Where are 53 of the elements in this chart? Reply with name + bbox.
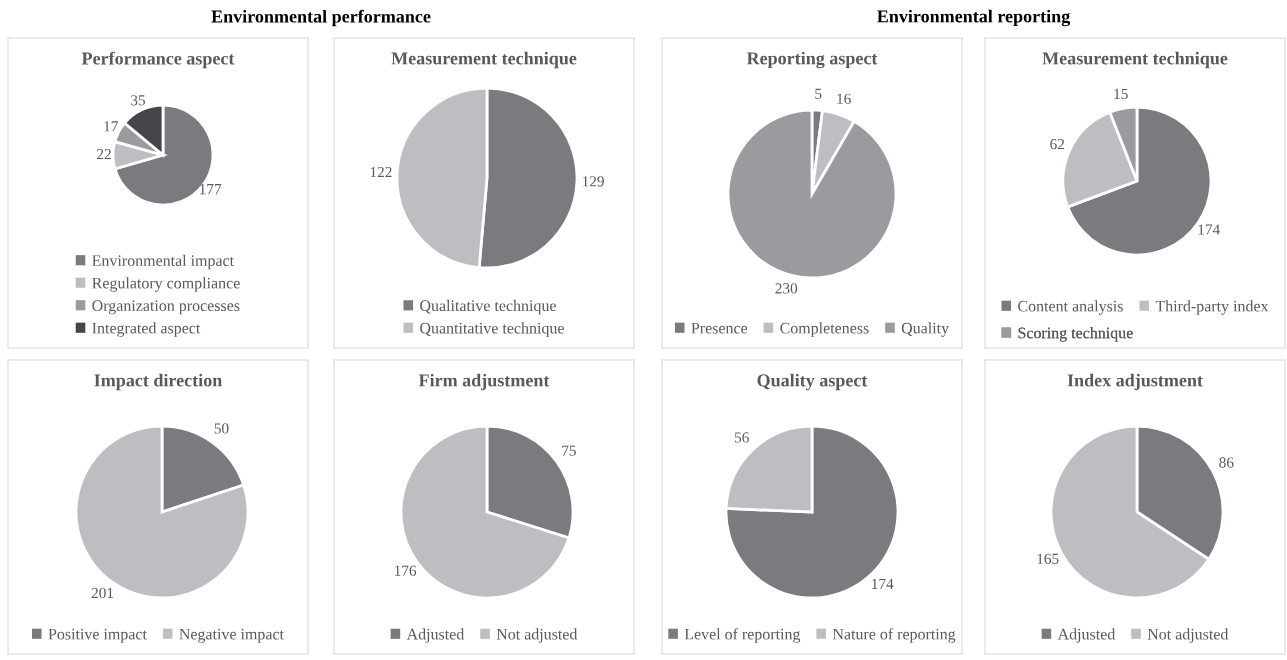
legend-label: Positive impact <box>48 628 147 643</box>
legend-label: Qualitative technique <box>420 299 556 315</box>
data-label: 174 <box>872 578 894 589</box>
legend-label: Scoring technique <box>1018 327 1133 342</box>
legend-label: Integrated aspect <box>92 322 201 337</box>
legend-label: Not adjusted <box>1147 628 1229 643</box>
data-label: 50 <box>214 423 229 434</box>
legend-label: Negative impact <box>179 628 284 643</box>
legend-label: Content analysis <box>1018 300 1123 315</box>
data-label: 86 <box>1219 457 1234 468</box>
chart-title: Measurement technique <box>391 51 577 69</box>
data-label: 62 <box>1050 139 1065 150</box>
pie-slice <box>724 424 900 600</box>
legend-label: Adjusted <box>406 628 465 643</box>
legend-label: Quantitative technique <box>420 322 564 337</box>
legend-label: Quality <box>901 322 950 337</box>
chart-title: Performance aspect <box>81 51 235 69</box>
legend-label: Not adjusted <box>496 628 578 643</box>
legend-label: Level of reporting <box>684 628 801 643</box>
chart-title: Quality aspect <box>757 373 868 391</box>
legend-label: Organization processes <box>92 300 240 315</box>
data-label: 15 <box>1114 88 1128 100</box>
chart-title: Measurement technique <box>1042 51 1228 69</box>
data-label: 16 <box>837 93 851 104</box>
data-label: 122 <box>370 166 392 178</box>
chart-title: Index adjustment <box>1067 373 1203 391</box>
legend-label: Completeness <box>780 322 869 337</box>
legend-label: Environmental impact <box>92 254 234 270</box>
data-label: 201 <box>91 587 114 599</box>
legend-label: Nature of reporting <box>832 628 956 643</box>
data-label: 22 <box>97 148 111 160</box>
chart-title: Reporting aspect <box>746 51 878 69</box>
text: Environmental performance <box>211 9 431 27</box>
legend-label: Presence <box>691 322 748 334</box>
text: Environmental reporting <box>877 9 1071 27</box>
legend-label: Third-party index <box>1155 300 1269 315</box>
pie-slice <box>726 108 898 280</box>
data-label: 35 <box>131 95 146 106</box>
data-label: 176 <box>395 565 417 576</box>
data-label: 165 <box>1037 553 1059 564</box>
pie-slice <box>74 424 250 600</box>
data-label: 5 <box>815 88 822 99</box>
data-label: 75 <box>562 445 576 456</box>
data-label: 129 <box>582 176 604 187</box>
chart-title: Firm adjustment <box>418 373 550 391</box>
chart-title: Impact direction <box>94 373 223 391</box>
data-label: 174 <box>1198 224 1220 235</box>
data-label: 230 <box>775 283 798 294</box>
data-label: 177 <box>200 184 222 195</box>
legend-label: Regulatory compliance <box>92 277 240 292</box>
legend-label: Adjusted <box>1057 628 1116 643</box>
data-label: 56 <box>734 432 749 443</box>
data-label: 17 <box>104 121 118 132</box>
